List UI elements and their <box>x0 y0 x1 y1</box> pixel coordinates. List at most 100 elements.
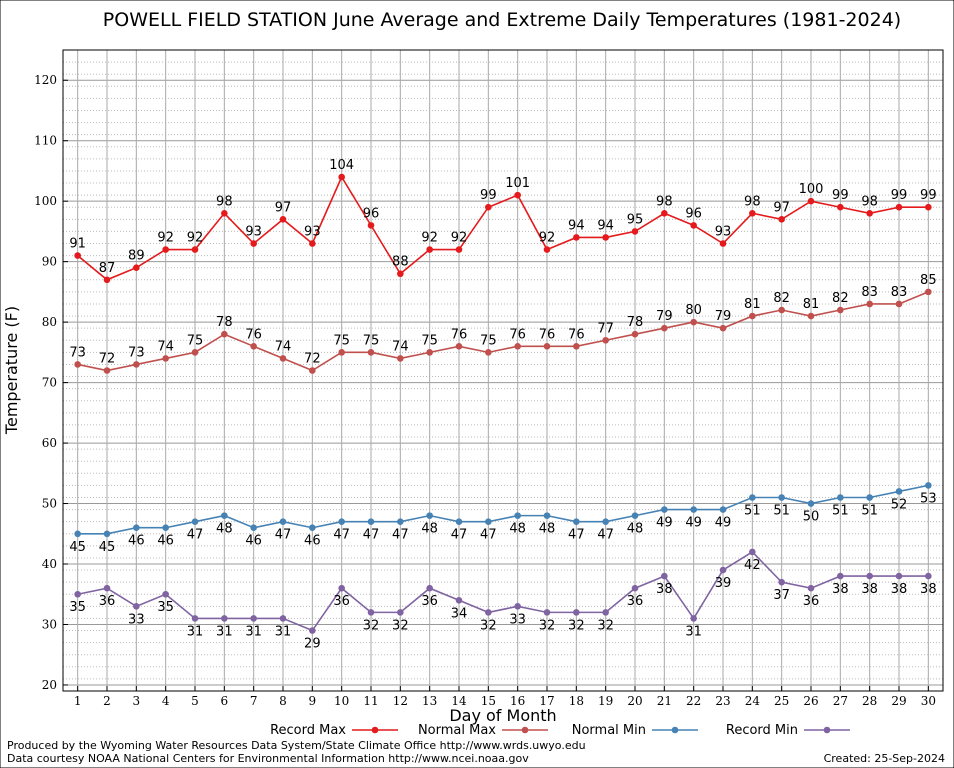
data-point-normal-min <box>719 506 727 513</box>
data-label-normal-min: 48 <box>627 522 644 537</box>
data-point-normal-min <box>74 530 81 538</box>
x-tick-label: 20 <box>627 694 642 708</box>
x-tick-label: 3 <box>133 694 141 708</box>
data-label-record-max: 99 <box>832 188 849 203</box>
data-point-record-max <box>778 216 785 223</box>
data-point-normal-max <box>485 349 492 356</box>
data-label-record-max: 94 <box>597 218 614 233</box>
data-label-record-min: 29 <box>304 637 321 652</box>
data-label-record-min: 42 <box>744 558 761 573</box>
data-point-normal-min <box>631 512 639 519</box>
data-label-record-min: 32 <box>480 618 497 633</box>
y-tick-label: 120 <box>34 73 57 87</box>
data-label-normal-min: 47 <box>363 528 380 543</box>
data-label-normal-max: 78 <box>627 315 644 330</box>
data-label-normal-min: 47 <box>187 528 204 543</box>
data-point-record-max <box>103 276 111 284</box>
data-point-record-max <box>133 264 140 271</box>
data-point-record-max <box>397 270 404 278</box>
data-label-normal-min: 51 <box>744 503 761 518</box>
x-tick-label: 11 <box>363 694 378 708</box>
x-tick-label: 12 <box>393 694 408 708</box>
y-tick-label: 110 <box>34 134 57 148</box>
data-label-record-min: 37 <box>773 588 790 603</box>
data-label-record-min: 36 <box>421 594 438 609</box>
data-label-normal-max: 80 <box>685 303 702 318</box>
data-point-normal-min <box>455 518 463 525</box>
data-point-record-min <box>426 584 433 592</box>
data-label-record-min: 38 <box>656 582 673 597</box>
y-tick-label: 20 <box>42 678 57 692</box>
data-label-normal-min: 50 <box>803 510 820 525</box>
data-label-record-max: 99 <box>480 188 497 203</box>
data-label-normal-max: 75 <box>363 333 380 348</box>
x-tick-label: 29 <box>891 694 906 708</box>
data-point-record-max <box>191 246 199 253</box>
data-point-record-max <box>895 203 903 211</box>
data-point-record-max <box>221 209 228 217</box>
data-label-record-min: 32 <box>568 618 585 633</box>
y-axis-label: Temperature (F) <box>2 306 21 435</box>
data-label-normal-min: 51 <box>773 503 790 518</box>
data-label-normal-min: 47 <box>568 528 585 543</box>
data-label-record-min: 36 <box>333 594 350 609</box>
data-label-record-min: 31 <box>187 624 204 639</box>
x-tick-label: 16 <box>510 694 525 708</box>
data-label-normal-max: 81 <box>803 297 820 312</box>
data-label-normal-min: 47 <box>275 528 292 543</box>
legend-label-record-min: Record Min <box>726 723 798 738</box>
data-point-normal-max <box>690 318 697 326</box>
data-point-normal-max <box>514 343 521 350</box>
data-point-normal-min <box>573 518 580 525</box>
data-point-record-min <box>338 584 345 592</box>
data-point-record-max <box>250 240 257 247</box>
data-label-record-min: 32 <box>597 618 614 633</box>
data-label-record-max: 97 <box>275 200 292 215</box>
data-point-record-max <box>543 246 551 253</box>
x-tick-label: 1 <box>74 694 82 708</box>
data-point-normal-min <box>426 512 433 519</box>
legend-marker-normal-min <box>671 726 679 734</box>
data-point-record-max <box>837 203 844 211</box>
x-tick-label: 23 <box>715 694 730 708</box>
data-label-normal-max: 76 <box>245 327 262 342</box>
data-label-record-max: 88 <box>392 255 409 270</box>
data-label-record-min: 36 <box>627 594 644 609</box>
legend-label-record-max: Record Max <box>270 723 346 738</box>
data-label-record-max: 93 <box>715 225 732 240</box>
x-tick-label: 8 <box>279 694 287 708</box>
data-point-normal-max <box>895 300 903 308</box>
data-point-record-max <box>602 234 609 241</box>
data-point-normal-min <box>866 494 873 501</box>
data-label-normal-min: 48 <box>421 522 438 537</box>
data-point-record-max <box>162 246 169 253</box>
data-label-record-max: 99 <box>891 188 908 203</box>
x-tick-label: 5 <box>191 694 199 708</box>
data-label-record-min: 34 <box>451 606 468 621</box>
data-label-normal-max: 72 <box>99 352 116 367</box>
x-tick-label: 4 <box>162 694 170 708</box>
data-point-normal-min <box>690 506 697 513</box>
data-label-normal-max: 82 <box>773 291 790 306</box>
legend: Record Max Normal Max Normal Min Record Min <box>270 723 850 738</box>
data-point-normal-max <box>162 355 169 362</box>
y-tick-label: 80 <box>42 315 57 329</box>
data-point-record-max <box>426 246 433 253</box>
legend-label-normal-min: Normal Min <box>572 723 646 738</box>
data-label-record-max: 97 <box>773 200 790 215</box>
data-point-normal-max <box>426 349 433 356</box>
data-point-record-min <box>162 590 169 598</box>
data-point-record-min <box>837 572 844 580</box>
data-label-record-max: 96 <box>685 206 702 221</box>
data-label-normal-max: 81 <box>744 297 761 312</box>
data-point-record-max <box>367 222 375 229</box>
data-label-record-min: 32 <box>392 618 409 633</box>
data-point-normal-min <box>778 494 785 501</box>
data-point-normal-min <box>103 530 111 538</box>
data-label-normal-min: 51 <box>861 503 878 518</box>
data-label-record-max: 98 <box>216 194 233 209</box>
series-normal-min: 45 45 46 46 47 48 46 47 46 47 47 47 48 47 47 48 48 47 47 48… <box>69 482 937 555</box>
